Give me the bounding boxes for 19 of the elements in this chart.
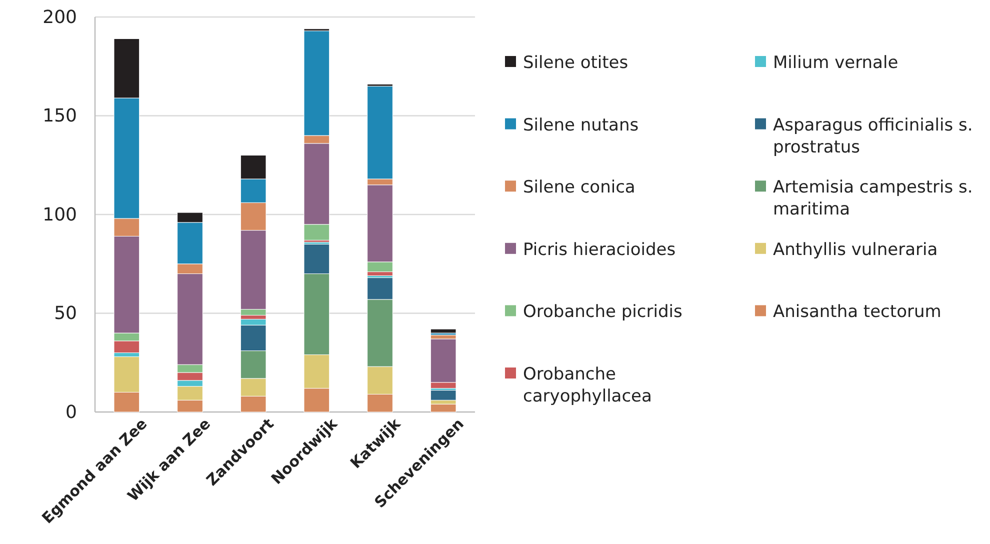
y-tick-label: 50 bbox=[54, 303, 77, 324]
legend-label: Anthyllis vulneraria bbox=[773, 240, 938, 260]
legend-label: Asparagus officinialis s. prostratus bbox=[773, 115, 973, 158]
bar bbox=[430, 390, 456, 400]
bar bbox=[430, 328, 456, 334]
bar bbox=[430, 404, 456, 412]
legend-label: Orobanche caryophyllacea bbox=[523, 364, 652, 407]
legend-label: Milium vernale bbox=[773, 52, 898, 73]
y-tick-label: 150 bbox=[42, 106, 77, 127]
legend-label: Anisantha tectorum bbox=[773, 302, 942, 322]
legend-label: Silene otites bbox=[523, 52, 628, 73]
legend-label: Silene conica bbox=[523, 178, 636, 198]
y-tick-label: 200 bbox=[42, 6, 77, 28]
y-tick-label: 100 bbox=[42, 204, 77, 226]
legend-label: Picris hieracioides bbox=[523, 240, 676, 260]
y-tick-label: 0 bbox=[66, 402, 77, 423]
legend-label: Silene nutans bbox=[523, 115, 639, 136]
legend-label: Orobanche picridis bbox=[523, 302, 682, 322]
legend-label: Artemisia campestris s. maritima bbox=[773, 178, 973, 220]
